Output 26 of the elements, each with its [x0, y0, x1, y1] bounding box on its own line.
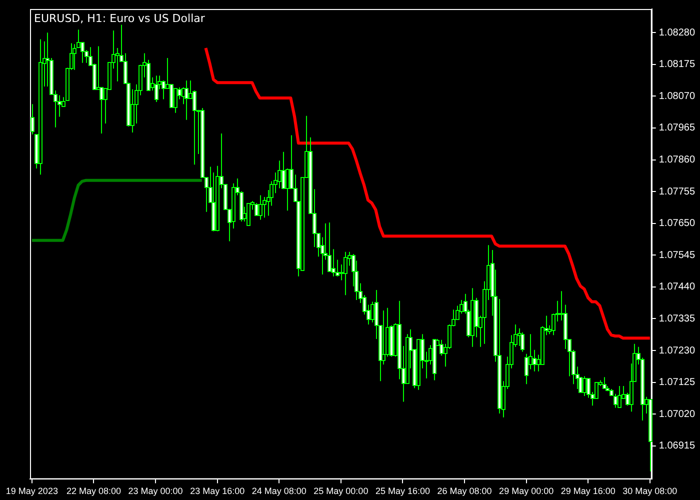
y-tick-label: 1.07650 [658, 218, 696, 230]
y-tick-label: 1.07335 [658, 313, 696, 324]
x-tick-label: 26 May 08:00 [437, 486, 492, 496]
y-tick-label: 1.07230 [658, 345, 696, 356]
x-tick-label: 22 May 08:00 [66, 486, 122, 496]
x-tick-label: 23 May 16:00 [190, 486, 245, 496]
y-tick-label: 1.07125 [658, 377, 696, 388]
x-tick-label: 25 May 00:00 [314, 486, 368, 496]
x-tick-label: 19 May 2023 [6, 486, 58, 496]
y-tick-label: 1.07965 [658, 122, 696, 134]
x-tick-label: 25 May 16:00 [375, 486, 430, 496]
chart-title: EURUSD, H1: Euro vs US Dollar [34, 12, 205, 25]
y-tick-label: 1.07440 [658, 282, 696, 293]
y-tick-label: 1.08280 [658, 27, 696, 38]
y-tick-label: 1.08175 [658, 59, 696, 70]
x-tick-label: 29 May 00:00 [499, 486, 554, 496]
y-tick-label: 1.07860 [658, 154, 696, 166]
y-tick-label: 1.08070 [658, 90, 696, 102]
x-tick-label: 29 May 16:00 [560, 486, 616, 496]
y-tick-label: 1.06915 [658, 440, 696, 452]
y-tick-label: 1.07545 [658, 250, 696, 261]
y-tick-label: 1.07755 [658, 186, 696, 198]
x-tick-label: 30 May 08:00 [622, 486, 678, 496]
x-tick-label: 23 May 00:00 [128, 486, 183, 496]
x-tick-label: 24 May 08:00 [252, 486, 306, 496]
y-tick-label: 1.07020 [658, 408, 696, 420]
